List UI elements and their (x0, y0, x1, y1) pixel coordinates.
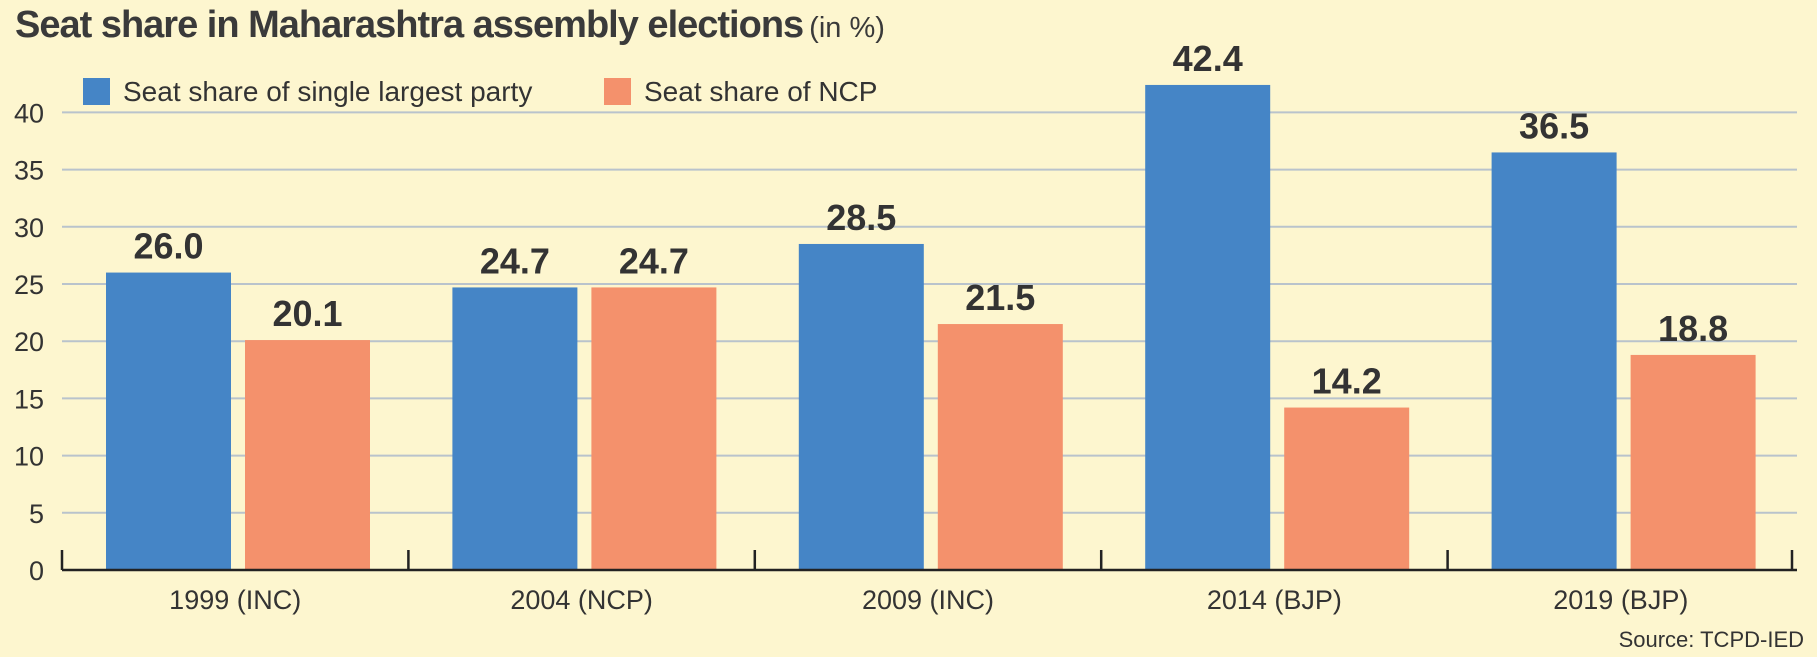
chart-title-block: Seat share in Maharashtra assembly elect… (15, 4, 885, 47)
bar-ncp (591, 287, 717, 570)
data-label: 20.1 (272, 293, 342, 334)
legend: Seat share of single largest party Seat s… (83, 76, 877, 107)
bar-largest-party (1145, 84, 1271, 570)
data-label: 18.8 (1658, 308, 1728, 349)
data-label: 24.7 (480, 240, 550, 281)
data-label: 21.5 (965, 277, 1035, 318)
data-labels: 26.0 20.1 24.7 24.7 28.5 21.5 42.4 14.2 36.5 18.8 (133, 38, 1728, 402)
x-axis-labels: 1999 (INC) 2004 (NCP) 2009 (INC) 2014 (BJP)… (169, 585, 1688, 615)
y-tick-label: 15 (14, 384, 44, 414)
y-tick-label: 30 (14, 213, 44, 243)
x-category-label: 2004 (NCP) (510, 585, 653, 615)
x-category-label: 2014 (BJP) (1207, 585, 1342, 615)
y-tick-label: 35 (14, 156, 44, 186)
data-label: 14.2 (1312, 361, 1382, 402)
bar-ncp (245, 340, 370, 570)
data-label: 28.5 (826, 197, 896, 238)
bar-largest-party (452, 287, 578, 570)
legend-swatch (604, 78, 631, 105)
data-label: 42.4 (1173, 38, 1243, 79)
y-tick-label: 20 (14, 327, 44, 357)
legend-label: Seat share of single largest party (123, 76, 532, 107)
x-category-label: 1999 (INC) (169, 585, 301, 615)
data-label: 26.0 (133, 226, 203, 267)
bars (106, 84, 1756, 570)
y-tick-label: 5 (29, 499, 44, 529)
bar-largest-party (1491, 152, 1617, 570)
chart-subtitle: (in %) (809, 12, 885, 44)
legend-label: Seat share of NCP (644, 76, 877, 107)
bar-ncp (1284, 407, 1410, 570)
y-tick-label: 25 (14, 270, 44, 300)
y-tick-label: 0 (29, 556, 44, 586)
data-label: 36.5 (1519, 105, 1589, 146)
x-category-label: 2019 (BJP) (1553, 585, 1688, 615)
bar-ncp (1630, 354, 1756, 570)
bar-ncp (937, 324, 1063, 570)
y-tick-label: 10 (14, 442, 44, 472)
source-note: Source: TCPD-IED (1619, 627, 1804, 652)
y-axis-ticks: 0 5 10 15 20 25 30 35 40 (14, 98, 44, 586)
data-label: 24.7 (619, 240, 689, 281)
legend-swatch (83, 78, 110, 105)
chart-title: Seat share in Maharashtra assembly elect… (15, 4, 804, 46)
bar-largest-party (798, 243, 924, 570)
y-tick-label: 40 (14, 98, 44, 128)
x-axis (60, 550, 1797, 572)
bar-largest-party (106, 272, 231, 570)
x-category-label: 2009 (INC) (862, 585, 994, 615)
